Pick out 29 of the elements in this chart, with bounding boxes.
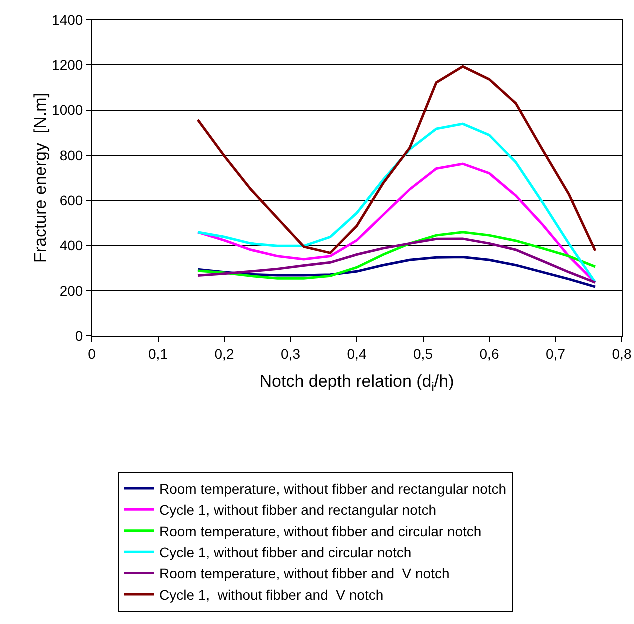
y-tick-label: 1200 (52, 57, 84, 74)
x-axis-title: Notch depth relation (d$_{i}$/h) (260, 372, 454, 394)
line-series (196, 231, 597, 280)
legend-label: Room temperature, without fibber and V notch (160, 566, 450, 582)
x-tick-label: 0,3 (281, 346, 301, 362)
x-tick-label: 0 (88, 346, 96, 362)
legend-label: Cycle 1, without fibber and circular notch (160, 544, 412, 561)
y-tick-label: 1400 (52, 12, 84, 28)
y-tick-label: 400 (60, 238, 84, 254)
x-tick-label: 0,5 (414, 346, 434, 362)
y-tick-label: 1000 (52, 102, 84, 118)
x-tick-label: 0,7 (546, 346, 566, 362)
legend-label: Cycle 1, without fibber and V notch (160, 586, 384, 603)
line-series (196, 122, 597, 284)
x-tick-label: 0,2 (214, 346, 234, 362)
x-tick-label: 0,1 (148, 346, 168, 362)
x-tick-label: 0,8 (612, 346, 632, 362)
y-axis-title: Fracture energy [N.m] (31, 92, 50, 264)
line-series (196, 65, 597, 254)
y-tick-label: 800 (60, 147, 84, 164)
y-tick-label: 0 (75, 328, 84, 344)
y-tick-label: 200 (60, 282, 84, 299)
x-tick-label: 0,6 (480, 346, 500, 362)
x-tick-label: 0,4 (347, 346, 367, 362)
line-series (196, 238, 597, 284)
legend-label: Cycle 1, without fibber and rectangular notch (160, 502, 437, 518)
legend-label: Room temperature, without fibber and circular notch (160, 523, 482, 540)
legend-label: Room temperature, without fibber and rectangular notch (160, 480, 507, 497)
y-tick-label: 600 (60, 192, 84, 208)
